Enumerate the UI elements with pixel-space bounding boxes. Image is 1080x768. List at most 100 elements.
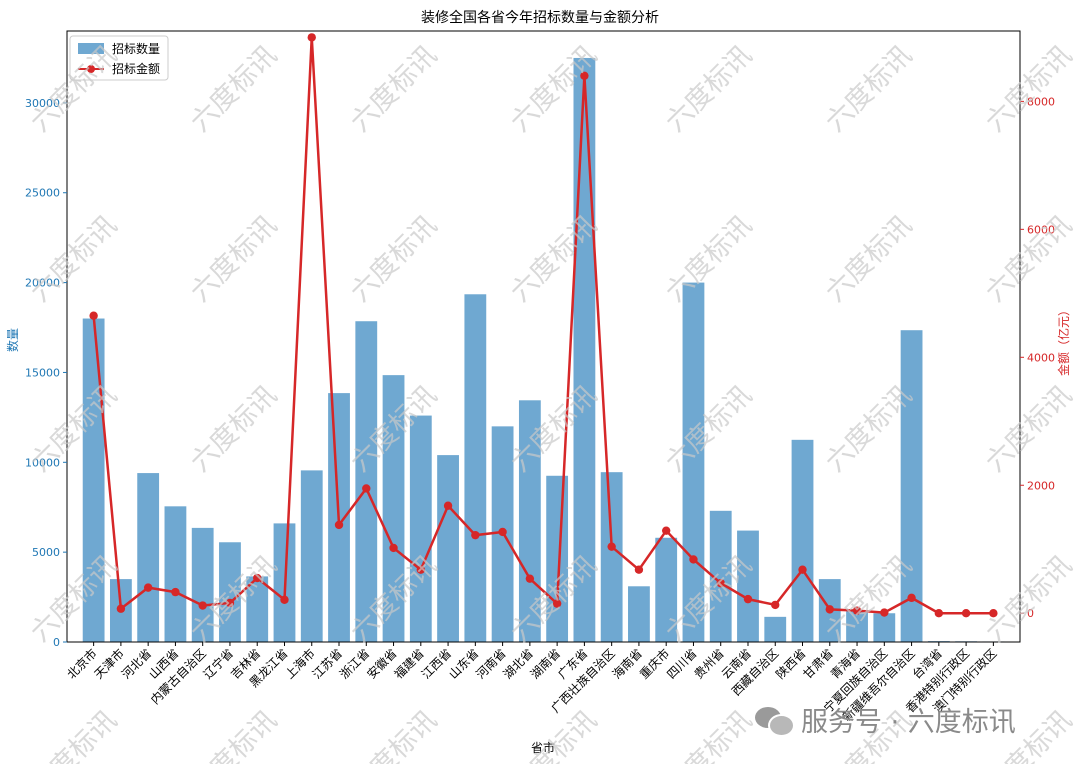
y-axis-label-right: 金额（亿元） — [1056, 304, 1071, 376]
bar-10 — [355, 321, 378, 642]
x-tick-label-22: 四川省 — [664, 646, 699, 681]
watermark-text: 六度标讯 — [25, 550, 123, 648]
bar-3 — [164, 506, 187, 642]
amount-point-23 — [716, 578, 725, 588]
amount-point-16 — [525, 574, 535, 583]
bar-19 — [600, 472, 623, 642]
amount-point-3 — [171, 587, 180, 597]
axes-group: 0 5000 10000 15000 20000 25000 30000 0 2000 4000 6… — [25, 30, 1055, 649]
amount-point-30 — [907, 593, 916, 603]
footer-text: 服务号 · 六度标讯 — [801, 707, 1016, 738]
x-tick-label-8: 上海市 — [282, 646, 318, 682]
watermark-text: 六度标讯 — [185, 40, 283, 138]
x-tick-label-27: 甘肃省 — [801, 646, 836, 681]
x-axis-label: 省市 — [531, 740, 555, 755]
watermark-text: 六度标讯 — [185, 705, 283, 764]
watermark-text: 六度标讯 — [345, 210, 443, 308]
bar-2 — [137, 473, 160, 642]
amount-point-10 — [362, 484, 371, 493]
amount-point-29 — [880, 608, 889, 617]
bar-26 — [791, 439, 814, 642]
watermark-text: 六度标讯 — [980, 40, 1078, 138]
watermark-text: 六度标讯 — [345, 40, 443, 138]
amount-point-4 — [198, 601, 207, 610]
legend-bar-swatch — [78, 43, 104, 54]
amount-point-20 — [634, 565, 644, 574]
x-tick-label-14: 山东省 — [446, 646, 481, 681]
bar-21 — [655, 537, 678, 642]
amount-point-31 — [934, 609, 944, 618]
x-tick-label-11: 安徽省 — [364, 646, 400, 682]
plot-frame — [66, 30, 1021, 643]
bar-0 — [82, 318, 105, 642]
y-left-tick-label-3: 15000 — [25, 366, 60, 379]
amount-point-13 — [443, 501, 453, 510]
x-tick-label-26: 陕西省 — [773, 646, 809, 682]
bar-11 — [382, 375, 405, 642]
watermark-text: 六度标讯 — [660, 40, 758, 138]
watermark-text: 六度标讯 — [660, 380, 758, 478]
amount-point-15 — [498, 527, 507, 537]
bar-16 — [518, 400, 541, 642]
watermark-text: 六度标讯 — [345, 705, 443, 764]
bar-8 — [300, 470, 323, 642]
y-left-tick-label-2: 10000 — [25, 456, 60, 469]
y-right-tick-label-4: 8000 — [1027, 95, 1055, 108]
y-left-tick-label-1: 5000 — [32, 546, 60, 559]
amount-point-18 — [580, 71, 589, 80]
amount-point-33 — [989, 609, 998, 618]
bar-28 — [846, 611, 868, 642]
amount-point-8 — [307, 33, 316, 42]
watermark-text: 六度标讯 — [660, 705, 758, 764]
bar-30 — [900, 330, 923, 642]
watermark-text: 六度标讯 — [980, 380, 1078, 478]
legend-line-marker — [87, 65, 95, 73]
footer-brand: 服务号 · 六度标讯 — [755, 700, 1016, 739]
x-tick-label-20: 海南省 — [609, 646, 645, 682]
amount-point-32 — [961, 609, 971, 618]
bar-14 — [464, 294, 487, 642]
bar-25 — [764, 616, 787, 642]
bar-20 — [628, 586, 650, 642]
watermark-text: 六度标讯 — [980, 550, 1078, 648]
y-left-tick-label-0: 0 — [53, 636, 60, 649]
amount-point-27 — [825, 605, 834, 614]
amount-point-11 — [389, 543, 398, 553]
bar-29 — [873, 613, 896, 642]
amount-point-7 — [280, 595, 289, 604]
amount-point-0 — [89, 311, 98, 320]
y-left-tick-label-6: 30000 — [25, 97, 60, 110]
y-right-tick-label-3: 6000 — [1027, 223, 1055, 236]
bar-6 — [246, 576, 269, 642]
amount-point-21 — [661, 526, 671, 535]
amount-point-14 — [471, 530, 480, 540]
amount-point-17 — [552, 599, 562, 608]
bar-13 — [437, 455, 459, 642]
watermark-text: 六度标讯 — [25, 210, 123, 308]
y-right-tick-label-2: 4000 — [1027, 351, 1055, 364]
amount-point-6 — [253, 573, 262, 583]
bar-12 — [409, 415, 432, 642]
bar-5 — [219, 542, 241, 642]
amount-point-12 — [416, 565, 426, 574]
x-tick-label-16: 湖北省 — [500, 646, 536, 682]
amount-point-24 — [743, 594, 753, 604]
x-tick-label-10: 浙江省 — [337, 646, 372, 681]
line-series-group — [89, 33, 998, 618]
amount-point-9 — [334, 520, 344, 530]
x-tick-label-23: 贵州省 — [691, 646, 726, 681]
x-tick-label-0: 北京市 — [64, 646, 100, 682]
watermark-text: 六度标讯 — [185, 380, 283, 478]
y-right-tick-label-0: 0 — [1027, 607, 1034, 620]
x-tick-label-12: 福建省 — [391, 646, 427, 682]
watermark-text: 六度标讯 — [820, 210, 918, 308]
watermark-text: 六度标讯 — [660, 210, 758, 308]
amount-point-28 — [852, 606, 862, 615]
amount-point-25 — [771, 600, 780, 610]
bar-23 — [709, 510, 732, 642]
watermark-text: 六度标讯 — [25, 705, 123, 764]
amount-point-2 — [143, 583, 153, 592]
y-left-tick-label-5: 25000 — [25, 187, 60, 200]
x-tick-label-21: 重庆市 — [636, 646, 672, 682]
